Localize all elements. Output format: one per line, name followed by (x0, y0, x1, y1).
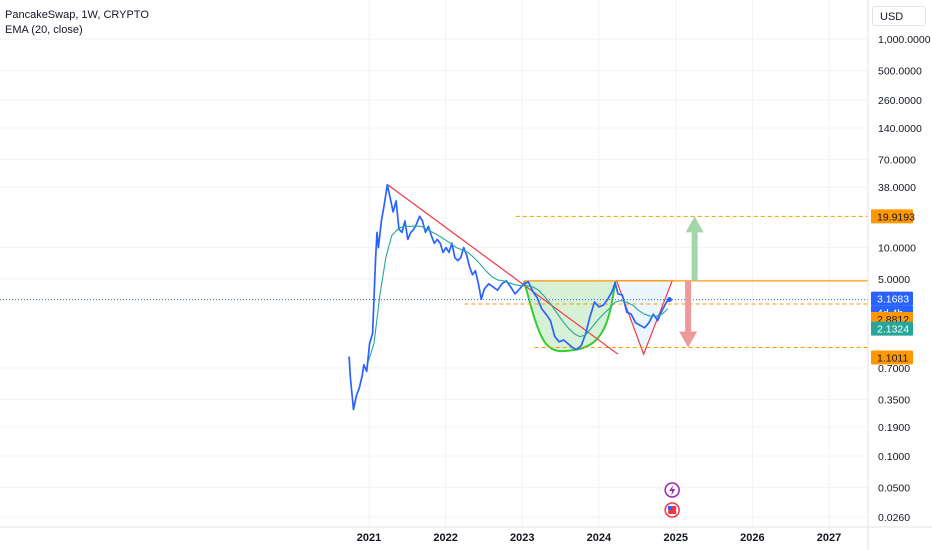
price-axis[interactable]: 1,000.0000 500.0000 260.0000 140.0000 70.000… (867, 0, 931, 550)
grid (0, 0, 868, 527)
price-tag-bg (871, 291, 913, 306)
event-icons[interactable] (664, 482, 680, 518)
symbol-title[interactable]: PancakeSwap, 1W, CRYPTO (5, 9, 149, 21)
time-tick: 2026 (740, 532, 764, 544)
price-tag: 2.1324 (877, 324, 909, 336)
price-tick: 0.1900 (878, 422, 910, 434)
price-tick: 0.7000 (878, 363, 910, 375)
currency-button[interactable]: USD (872, 6, 926, 26)
price-tick: 0.0260 (878, 512, 910, 524)
price-tag-bg (871, 321, 913, 336)
lightning-icon[interactable] (664, 482, 680, 498)
price-tick: 260.0000 (878, 95, 922, 107)
price-tag: 19.9193 (877, 211, 915, 223)
time-tick: 2025 (663, 532, 687, 544)
target-arrow-up-shaft (691, 230, 698, 281)
price-tag: 1.1011 (877, 352, 908, 364)
trendline (387, 184, 619, 355)
price-tick: 70.0000 (878, 155, 916, 167)
time-tick: 2024 (587, 532, 612, 544)
time-tick: 2022 (433, 532, 457, 544)
price-tick: 1,000.0000 (878, 34, 931, 46)
target-arrow-down-shaft (685, 280, 692, 334)
drawings-front (679, 216, 704, 348)
time-tick: 2023 (510, 532, 534, 544)
price-tag-bg (871, 350, 913, 365)
price-tick: 10.0000 (878, 243, 916, 255)
ema-line (367, 225, 669, 363)
price-tick: 0.1000 (878, 451, 910, 463)
price-line (348, 184, 670, 411)
us-flag-icon[interactable] (664, 502, 680, 518)
target-arrow-down-head (679, 331, 698, 348)
target-arrow-up-head (685, 216, 704, 233)
price-tick: 5.0000 (878, 274, 910, 286)
price-tick: 38.0000 (878, 182, 916, 194)
drawings-back (0, 184, 868, 356)
handle-triangle (615, 280, 674, 356)
price-tick: 0.3500 (878, 394, 910, 406)
time-axis[interactable]: 2021 2022 2023 2024 2025 2026 2027 (0, 526, 932, 544)
last-price-marker (666, 297, 672, 303)
us-flag-icon-canton (668, 506, 673, 510)
indicator-label[interactable]: EMA (20, close) (5, 24, 83, 36)
price-tick: 0.0500 (878, 482, 910, 494)
series (348, 184, 672, 411)
cup-fill (524, 280, 616, 352)
lightning-icon-glyph (669, 485, 676, 496)
time-tick: 2021 (357, 532, 381, 544)
price-tick: 140.0000 (878, 123, 922, 135)
chart-legend[interactable]: PancakeSwap, 1W, CRYPTO EMA (20, close) (5, 8, 149, 38)
price-tag-bg (871, 209, 913, 224)
time-tick: 2027 (817, 532, 841, 544)
price-tag: 3.1683 (877, 294, 909, 306)
price-tick: 500.0000 (878, 66, 922, 78)
